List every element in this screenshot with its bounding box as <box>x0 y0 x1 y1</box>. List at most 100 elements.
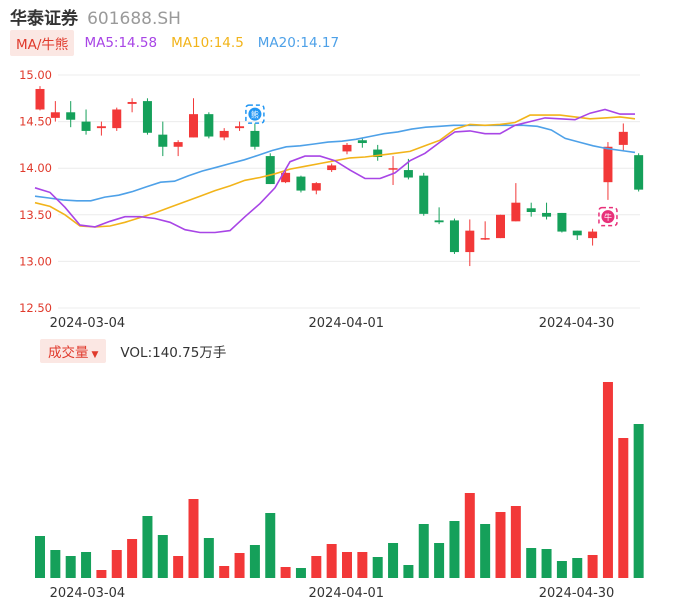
volume-bar <box>510 506 521 578</box>
stock-code: 601688.SH <box>87 9 181 29</box>
candle-body <box>81 121 91 131</box>
candle-body <box>542 212 552 217</box>
candle-body <box>142 101 152 133</box>
candle-body <box>526 208 536 213</box>
candle-body <box>419 175 429 214</box>
bear-marker-frame <box>245 104 265 124</box>
x-tick-label: 2024-03-04 <box>50 316 126 331</box>
volume-bar <box>326 544 337 578</box>
volume-selector-button[interactable]: 成交量 ▼ <box>40 339 107 363</box>
volume-bar <box>35 536 45 578</box>
ma-legend: MA/牛熊 MA5:14.58 MA10:14.5 MA20:14.17 <box>10 30 340 56</box>
volume-bar <box>203 538 214 578</box>
bull-marker-frame <box>598 206 618 227</box>
candle-body <box>296 176 306 191</box>
candle-body <box>634 155 644 190</box>
ma5-value: MA5:14.58 <box>84 35 158 51</box>
ma20-value: MA20:14.17 <box>257 35 340 51</box>
ma5-line <box>34 108 635 234</box>
candle-body <box>96 126 106 129</box>
volume-bar <box>434 543 445 578</box>
candle-body <box>373 149 383 158</box>
y-tick-label: 12.50 <box>19 301 52 315</box>
candle-body <box>449 220 459 253</box>
candle-body <box>603 146 613 183</box>
volume-bar <box>111 550 122 578</box>
x-tick-label: 2024-04-01 <box>309 586 385 601</box>
volume-bar <box>65 556 76 578</box>
ma-selector-button[interactable]: MA/牛熊 <box>10 30 75 56</box>
y-tick-label: 14.00 <box>19 161 52 175</box>
bull-marker-icon <box>601 210 615 224</box>
candle-body <box>465 230 475 253</box>
candle-body <box>50 112 60 118</box>
ma20-line <box>34 124 636 202</box>
volume-bar <box>526 548 537 578</box>
volume-bar <box>418 524 429 578</box>
candle-body <box>434 220 444 223</box>
candle-body <box>204 114 214 137</box>
candle-body <box>403 170 413 178</box>
candle-body <box>127 102 137 104</box>
volume-bar <box>127 539 138 578</box>
y-tick-label: 13.50 <box>19 208 52 222</box>
stock-header: 华泰证券 601688.SH <box>10 4 181 29</box>
candle-body <box>388 168 398 170</box>
candle-body <box>511 202 521 222</box>
candle-body <box>112 109 122 129</box>
candle-body <box>265 156 275 185</box>
candle-body <box>572 230 582 236</box>
candle-body <box>189 114 198 138</box>
bear-marker-icon <box>248 107 262 121</box>
volume-bar <box>311 556 322 578</box>
volume-bar <box>541 549 552 578</box>
volume-selector-label: 成交量 <box>48 345 89 361</box>
candle-body <box>327 165 337 171</box>
volume-bar <box>388 543 399 578</box>
volume-bar <box>480 524 491 578</box>
volume-bar <box>449 521 460 578</box>
volume-bar <box>464 493 475 578</box>
volume-bar <box>342 552 352 578</box>
candle-body <box>235 126 245 129</box>
y-tick-label: 15.00 <box>19 68 52 82</box>
candle-body <box>618 131 628 145</box>
volume-bar <box>633 424 644 578</box>
candle-body <box>588 231 598 239</box>
y-tick-label: 14.50 <box>19 115 52 129</box>
ma10-value: MA10:14.5 <box>171 35 244 51</box>
volume-bar <box>50 550 61 578</box>
candle-body <box>173 142 183 147</box>
volume-bar <box>295 568 306 578</box>
candle-body <box>342 144 352 152</box>
volume-bar <box>495 512 506 578</box>
volume-bar <box>142 516 153 578</box>
volume-bar <box>618 438 629 578</box>
x-tick-label: 2024-04-30 <box>539 586 615 601</box>
volume-bar <box>357 552 368 578</box>
bear-marker-label: 熊 <box>251 110 259 120</box>
volume-bar <box>265 513 276 578</box>
volume-bar <box>188 499 199 578</box>
candle-body <box>35 88 45 110</box>
volume-legend: 成交量 ▼ VOL:140.75万手 <box>40 339 227 363</box>
volume-bar <box>219 566 230 578</box>
candle-body <box>281 172 291 183</box>
candle-body <box>480 238 490 240</box>
candle-body <box>496 214 505 239</box>
caret-down-icon: ▼ <box>91 350 99 360</box>
candle-body <box>250 130 260 147</box>
volume-bar <box>173 556 184 578</box>
candle-body <box>311 183 321 191</box>
x-tick-label: 2024-04-30 <box>539 316 615 331</box>
volume-bar <box>587 555 598 578</box>
volume-bar <box>372 557 383 578</box>
volume-value: VOL:140.75万手 <box>120 345 227 361</box>
candle-body <box>357 140 367 144</box>
x-tick-label: 2024-04-01 <box>309 316 385 331</box>
candle-body <box>158 134 168 147</box>
y-tick-label: 13.00 <box>19 254 52 268</box>
volume-bar <box>96 570 107 578</box>
volume-bar <box>556 561 567 578</box>
